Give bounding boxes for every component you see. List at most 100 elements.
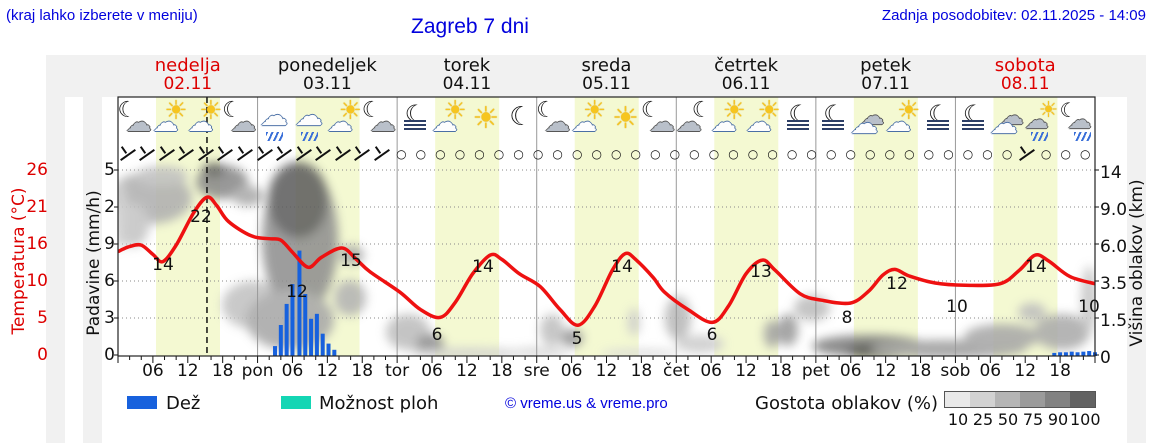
weather-icon-sun-cloud: ☀ ☁ — [885, 98, 921, 140]
precip-bar — [273, 346, 278, 356]
cloud-density-label: Gostota oblakov (%) — [755, 393, 939, 414]
temperature-curve — [118, 195, 1095, 327]
last-update: Zadnja posodobitev: 02.11.2025 - 14:09 — [881, 7, 1146, 24]
temp-value-label: 8 — [842, 308, 853, 328]
day-header-torek: torek 04.11 — [397, 56, 537, 94]
weather-icon-rain-cloud: ☁ — [257, 99, 293, 141]
moon-icon: ☾ — [640, 98, 661, 123]
calm-wind-icon: ○ — [650, 147, 661, 161]
cloudg-icon: ☁ — [369, 108, 396, 138]
x-tick-label: 18 — [630, 361, 653, 381]
density-segment — [970, 392, 995, 407]
temp-tick-label: 21 — [26, 197, 48, 217]
precip-bar — [1063, 352, 1068, 356]
calm-wind-icon: ○ — [884, 147, 896, 161]
copyright-link[interactable]: © vreme.us & vreme.pro — [505, 395, 668, 412]
temp-value-label: 13 — [750, 262, 772, 282]
calm-wind-icon: ○ — [513, 147, 524, 161]
calm-wind-icon: ○ — [708, 147, 720, 161]
weather-icon-cloud: ☁ ☁ — [990, 100, 1026, 140]
day-name: nedelja — [154, 55, 221, 76]
density-segment — [1045, 392, 1070, 407]
precip-bar — [1058, 352, 1063, 356]
weather-icon-cloud-moon: ☾ ☁ — [676, 100, 712, 140]
cloudg-icon: ☁ — [675, 108, 702, 138]
x-tick-label: 18 — [909, 361, 932, 381]
showers-legend-label: Možnost ploh — [319, 393, 439, 414]
x-tick-label: 12 — [316, 361, 339, 381]
cloudw-icon: ☁ — [260, 99, 289, 132]
temp-value-label: 5 — [572, 329, 583, 349]
cloud-blob — [540, 314, 564, 346]
calm-wind-icon: ○ — [1060, 147, 1071, 161]
x-tick-label: sre — [523, 361, 550, 381]
sun-icon: ☀ — [722, 96, 746, 126]
rain-icon — [266, 132, 284, 141]
moon-icon: ☾ — [117, 98, 138, 123]
showers-legend-swatch — [281, 396, 311, 409]
calm-wind-icon: ○ — [865, 147, 876, 161]
day-date: 03.11 — [303, 74, 352, 94]
cloud-blob — [268, 162, 328, 238]
wind-barb-icon — [372, 145, 392, 165]
wind-barb-icon — [352, 145, 372, 165]
day-name: torek — [443, 55, 491, 76]
cloud-blob — [334, 280, 366, 316]
precip-bar — [290, 284, 295, 356]
cloud-blob — [1034, 314, 1090, 350]
cloudg-icon: ☁ — [125, 108, 152, 138]
density-tick-label: 50 — [997, 410, 1019, 429]
calm-wind-icon: ○ — [396, 147, 407, 161]
temp-value-label: 22 — [190, 207, 212, 227]
weather-icon-moon-cloud: ☾ ☁ — [362, 100, 398, 140]
weather-icon-rain-cloud: ☁ — [292, 100, 328, 141]
day-date: 06.11 — [721, 74, 771, 94]
day-date: 05.11 — [582, 74, 631, 94]
weather-icon-sun-drizzle: ☀ ☁ — [1025, 100, 1061, 141]
calm-wind-icon: ○ — [552, 147, 563, 161]
x-tick-label: pon — [241, 361, 274, 381]
density-tick-label: 10 — [947, 410, 969, 429]
weather-icon-sun-cloud: ☀ ☁ — [745, 98, 782, 140]
weather-icon-sun: ☀ — [466, 100, 502, 140]
weather-icon-sun: ☀ — [606, 100, 642, 140]
cloud-blob — [118, 181, 127, 249]
x-tick-label: tor — [385, 361, 410, 381]
x-tick-label: 06 — [979, 361, 1002, 381]
weather-icon-moon-cloud: ☾ ☁ — [536, 100, 572, 140]
calm-wind-icon: ○ — [982, 147, 993, 161]
temp-tick-label: 0 — [37, 345, 48, 365]
page-title: Zagreb 7 dni — [411, 15, 529, 38]
temp-tick-label: 26 — [26, 160, 48, 180]
precip-bar — [314, 313, 319, 356]
cloud-blob — [202, 163, 226, 177]
x-tick-label: 12 — [874, 361, 897, 381]
x-tick-label: 12 — [456, 361, 478, 381]
menu-hint: (kraj lahko izberete v meniju) — [6, 7, 198, 24]
x-tick-label: 18 — [1049, 361, 1071, 381]
precip-bar — [303, 294, 308, 356]
precip-bar — [332, 349, 337, 356]
wind-barb-icon — [1017, 145, 1037, 165]
cloudw-icon: ☁ — [571, 108, 598, 138]
x-tick-label: 06 — [700, 361, 722, 381]
x-tick-label: sob — [940, 361, 971, 381]
cloud-blob — [561, 329, 583, 347]
weather-icon-sun-cloud: ☀ ☁ — [431, 98, 467, 140]
day-date: 02.11 — [163, 74, 213, 94]
cloud-height-tick-label: 6.0 — [1100, 237, 1128, 257]
density-segment — [1020, 392, 1045, 407]
sun-icon: ☀ — [472, 101, 500, 136]
wind-barb-icon — [157, 145, 177, 165]
temp-value-label: 12 — [886, 274, 908, 294]
cloudw-icon: ☁ — [745, 108, 772, 138]
calm-wind-icon: ○ — [728, 147, 739, 161]
cloud-blob — [510, 347, 570, 356]
cloudw-icon: ☁ — [152, 108, 179, 138]
weather-icon-sun-cloud: ☀ ☁ — [711, 96, 747, 140]
cloud-blob — [676, 335, 724, 353]
cloud-blob — [964, 324, 1040, 350]
wind-barb-icon — [274, 145, 294, 165]
calm-wind-icon: ○ — [669, 147, 681, 161]
calm-wind-icon: ○ — [767, 147, 778, 161]
